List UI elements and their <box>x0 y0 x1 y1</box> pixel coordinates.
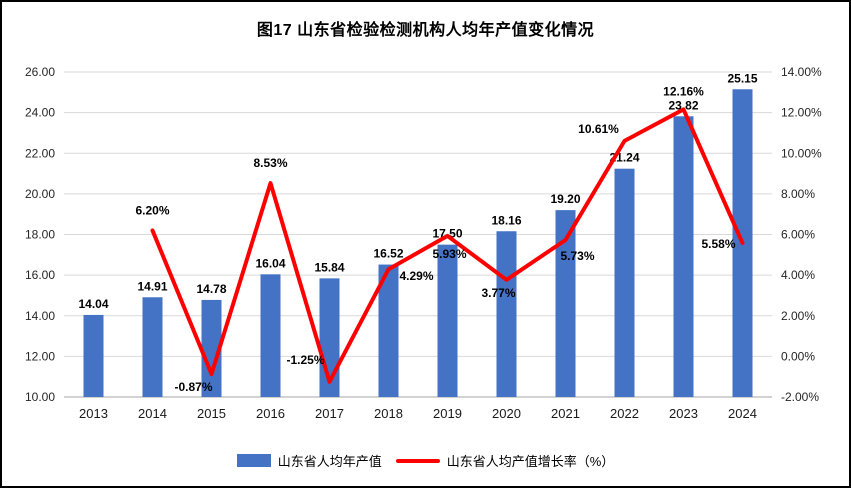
line-label-2020: 3.77% <box>481 286 515 300</box>
bar-series-label: 山东省人均年产值 <box>277 454 382 469</box>
bar-2016 <box>260 274 281 397</box>
bar-label-2016: 16.04 <box>255 256 285 270</box>
left-axis-tick: 22.00 <box>25 146 55 160</box>
bar-2013 <box>83 314 104 397</box>
right-axis-tick: 12.00% <box>781 106 822 120</box>
line-label-2023: 12.16% <box>663 84 704 98</box>
right-axis-tick: 0.00% <box>781 349 815 363</box>
x-axis-label-2017: 2017 <box>315 406 344 421</box>
left-axis-tick: 10.00 <box>25 390 55 404</box>
bar-2022 <box>614 168 635 397</box>
x-axis-label-2021: 2021 <box>551 406 580 421</box>
bar-2020 <box>496 231 517 397</box>
line-label-2015: -0.87% <box>174 380 212 394</box>
bar-label-2014: 14.91 <box>137 279 167 293</box>
x-axis-label-2013: 2013 <box>79 406 108 421</box>
line-series-label: 山东省人均产值增长率（%） <box>446 454 615 469</box>
left-axis-tick: 26.00 <box>25 65 55 79</box>
bar-2014 <box>142 297 163 397</box>
left-axis-tick: 14.00 <box>25 309 55 323</box>
x-axis-label-2022: 2022 <box>610 406 639 421</box>
line-label-2022: 10.61% <box>578 122 619 136</box>
x-axis-label-2016: 2016 <box>256 406 285 421</box>
bar-2019 <box>437 244 458 397</box>
left-axis-tick: 24.00 <box>25 106 55 120</box>
line-label-2021: 5.73% <box>560 249 594 263</box>
bar-2021 <box>555 210 576 397</box>
bar-label-2020: 18.16 <box>491 213 521 227</box>
right-axis-tick: 6.00% <box>781 228 815 242</box>
bar-2023 <box>673 116 694 397</box>
line-label-2019: 5.93% <box>432 247 466 261</box>
line-label-2017: -1.25% <box>286 353 324 367</box>
bar-label-2018: 16.52 <box>373 247 403 261</box>
legend: 山东省人均年产值 山东省人均产值增长率（%） <box>2 451 849 470</box>
x-axis-label-2019: 2019 <box>433 406 462 421</box>
legend-item-bar-series: 山东省人均年产值 <box>236 451 382 470</box>
right-axis-tick: -2.00% <box>781 390 819 404</box>
left-axis-tick: 16.00 <box>25 268 55 282</box>
left-axis-tick: 12.00 <box>25 349 55 363</box>
right-axis-tick: 14.00% <box>781 65 822 79</box>
x-axis-label-2014: 2014 <box>138 406 167 421</box>
x-axis-label-2018: 2018 <box>374 406 403 421</box>
line-label-2014: 6.20% <box>135 203 169 217</box>
right-axis-tick: 10.00% <box>781 146 822 160</box>
line-label-2018: 4.29% <box>399 269 433 283</box>
bar-series-swatch <box>236 454 271 467</box>
bar-2018 <box>378 264 399 397</box>
bar-label-2019: 17.50 <box>432 227 462 241</box>
left-axis-tick: 18.00 <box>25 228 55 242</box>
line-series-swatch <box>395 458 440 463</box>
bar-label-2017: 15.84 <box>314 260 344 274</box>
bar-label-2023: 23.82 <box>668 98 698 112</box>
growth-rate-line <box>150 107 745 384</box>
x-axis-label-2020: 2020 <box>492 406 521 421</box>
right-axis-tick: 4.00% <box>781 268 815 282</box>
x-axis-label-2024: 2024 <box>728 406 757 421</box>
right-axis-tick: 2.00% <box>781 309 815 323</box>
bar-label-2015: 14.78 <box>196 282 226 296</box>
line-label-2024: 5.58% <box>701 237 735 251</box>
right-axis-tick: 8.00% <box>781 187 815 201</box>
line-label-2016: 8.53% <box>253 156 287 170</box>
x-axis-label-2023: 2023 <box>669 406 698 421</box>
legend-item-line-series: 山东省人均产值增长率（%） <box>395 451 615 470</box>
bar-label-2013: 14.04 <box>78 297 108 311</box>
bar-2015 <box>201 299 222 397</box>
bar-label-2021: 19.20 <box>550 192 580 206</box>
left-axis-tick: 20.00 <box>25 187 55 201</box>
x-axis-label-2015: 2015 <box>197 406 226 421</box>
bar-label-2024: 25.15 <box>727 71 757 85</box>
chart-title: 图17 山东省检验检测机构人均年产值变化情况 <box>256 22 595 39</box>
